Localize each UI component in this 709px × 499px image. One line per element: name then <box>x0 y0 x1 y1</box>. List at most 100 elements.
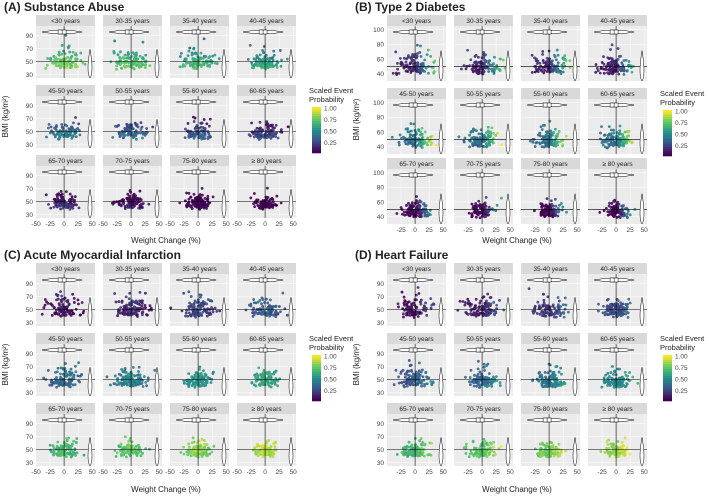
scatter-point <box>261 207 265 211</box>
scatter-point <box>72 296 76 300</box>
scatter-point <box>66 62 69 66</box>
scatter-point <box>52 449 56 453</box>
scatter-point <box>184 58 188 62</box>
y-tick-label: 60 <box>377 129 385 136</box>
scatter-point <box>262 51 265 55</box>
scatter-point <box>253 129 257 132</box>
scatter-point <box>202 63 206 67</box>
scatter-point <box>610 202 614 205</box>
scatter-point <box>249 196 253 200</box>
scatter-point <box>194 380 198 384</box>
facet-strip <box>103 85 162 96</box>
scatter-point <box>400 212 404 216</box>
scatter-point <box>257 366 261 370</box>
scatter-point <box>545 56 549 60</box>
colorbar-segment <box>312 355 321 358</box>
scatter-point <box>622 59 626 62</box>
facet-label: 55-60 years <box>182 336 217 343</box>
scatter-point <box>469 312 473 315</box>
scatter-point <box>260 375 264 379</box>
scatter-point <box>397 141 401 144</box>
scatter-point <box>276 312 280 315</box>
scatter-point <box>187 306 191 310</box>
scatter-point <box>474 60 478 64</box>
x-tick-label: 0 <box>129 221 133 228</box>
scatter-point <box>407 54 410 57</box>
scatter-point <box>125 56 128 60</box>
scatter-point <box>397 305 400 309</box>
scatter-point <box>470 215 474 219</box>
scatter-point <box>254 58 258 62</box>
scatter-point <box>192 192 196 196</box>
colorbar-segment <box>312 125 321 128</box>
scatter-point <box>541 50 545 53</box>
scatter-point <box>420 126 424 130</box>
y-tick-label: 70 <box>26 434 34 441</box>
scatter-point <box>602 209 606 213</box>
scatter-point <box>568 59 572 62</box>
colorbar-segment <box>663 114 672 118</box>
scatter-point <box>198 444 202 448</box>
scatter-point <box>68 192 72 196</box>
colorbar-tick-label: 0.75 <box>675 120 688 127</box>
colorbar-tick-label: 0.25 <box>675 143 688 150</box>
scatter-point <box>112 49 116 53</box>
scatter-point <box>274 63 278 66</box>
colorbar-segment <box>312 139 321 142</box>
scatter-point <box>133 309 137 313</box>
colorbar-segment <box>312 391 321 395</box>
scatter-point <box>269 444 273 448</box>
scatter-point <box>81 311 85 315</box>
scatter-point <box>495 131 499 135</box>
y-tick-label: 70 <box>26 294 34 301</box>
scatter-point <box>478 141 481 145</box>
scatter-point <box>544 133 548 137</box>
scatter-point <box>59 62 62 66</box>
scatter-point <box>423 212 427 216</box>
scatter-point <box>53 311 57 315</box>
scatter-point <box>261 443 265 447</box>
scatter-point <box>187 191 191 195</box>
x-tick-label: 50 <box>89 221 97 228</box>
scatter-point <box>477 139 481 142</box>
scatter-point <box>259 202 263 206</box>
scatter-point <box>604 68 608 71</box>
scatter-point <box>74 370 78 374</box>
scatter-point <box>410 208 414 212</box>
scatter-point <box>60 445 63 449</box>
scatter-point <box>397 143 401 147</box>
colorbar-segment <box>312 394 321 397</box>
scatter-point <box>56 294 60 298</box>
scatter-point <box>59 207 62 211</box>
scatter-points <box>109 39 152 71</box>
scatter-point <box>400 290 404 294</box>
scatter-point <box>556 67 559 70</box>
facet-label: 70-75 years <box>115 406 150 413</box>
scatter-point <box>131 136 135 140</box>
scatter-point <box>141 385 145 388</box>
scatter-point <box>137 370 140 373</box>
scatter-point <box>187 134 191 138</box>
scatter-point <box>542 61 545 65</box>
scatter-point <box>400 136 403 140</box>
scatter-point <box>135 313 139 316</box>
facet-label: 30-35 years <box>115 266 150 273</box>
scatter-point <box>427 140 431 143</box>
scatter-point <box>57 193 61 196</box>
scatter-point <box>547 145 551 149</box>
scatter-point <box>527 287 531 291</box>
x-tick-label: -25 <box>246 469 256 476</box>
scatter-point <box>74 364 77 368</box>
scatter-point <box>628 301 632 305</box>
scatter-point <box>547 212 550 216</box>
colorbar-segment <box>663 153 672 157</box>
scatter-point <box>482 51 486 54</box>
x-tick-label: -25 <box>179 469 189 476</box>
scatter-point <box>552 131 556 134</box>
scatter-point <box>128 205 131 209</box>
scatter-point <box>143 63 147 67</box>
scatter-point <box>266 201 270 205</box>
scatter-point <box>54 56 58 60</box>
marginal-violin-y <box>639 50 645 82</box>
